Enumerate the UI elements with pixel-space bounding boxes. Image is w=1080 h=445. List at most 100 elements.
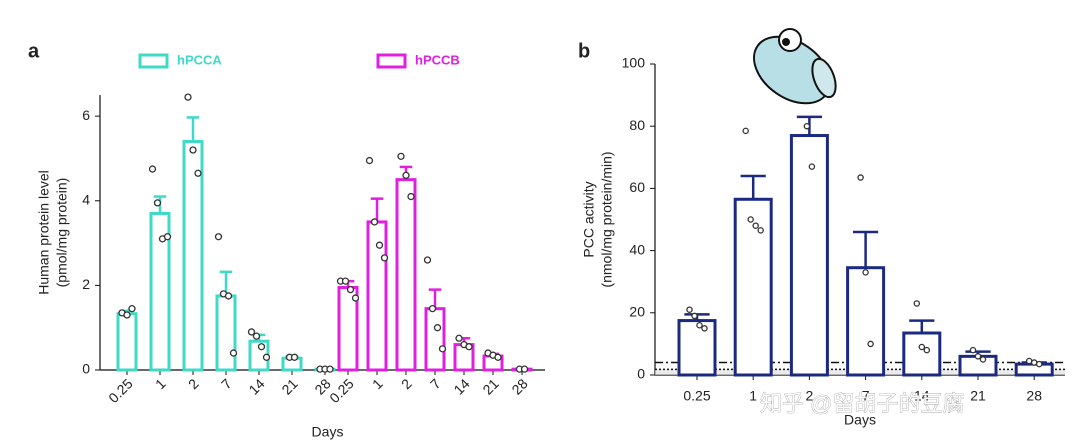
y-tick-label: 60: [629, 179, 645, 195]
bar: [677, 319, 717, 377]
bar: [215, 294, 237, 372]
x-tick-label: 2: [185, 375, 202, 392]
x-tick-label: 1: [749, 388, 757, 404]
legend-label: hPCCA: [177, 52, 222, 67]
data-point: [423, 256, 432, 264]
data-point: [194, 169, 202, 177]
bar: [149, 211, 171, 372]
data-point: [867, 340, 874, 348]
data-point: [247, 328, 256, 336]
x-tick-label: 1: [369, 375, 386, 392]
data-point: [686, 306, 693, 313]
y-tick-label: 40: [629, 241, 645, 257]
data-point: [757, 227, 764, 234]
data-point: [752, 222, 759, 229]
data-point: [341, 277, 350, 285]
x-tick-label: 14: [914, 388, 930, 404]
bar: [902, 331, 942, 377]
bar: [846, 266, 886, 377]
panel-label: a: [28, 40, 40, 62]
data-point: [918, 343, 926, 351]
data-point: [974, 353, 982, 360]
bar: [733, 197, 773, 377]
legend-swatch: [138, 53, 169, 69]
data-point: [214, 233, 223, 241]
data-point: [494, 353, 502, 361]
data-point: [128, 305, 136, 313]
x-tick-label: 21: [479, 375, 501, 397]
data-point: [123, 311, 131, 319]
data-point: [153, 199, 162, 207]
data-point: [380, 254, 389, 262]
data-point: [224, 292, 233, 300]
data-point: [397, 152, 405, 160]
data-point: [290, 353, 299, 361]
panel-label: b: [578, 40, 590, 62]
data-point: [857, 174, 864, 181]
bar: [182, 140, 204, 372]
data-point: [407, 192, 415, 201]
data-point: [1035, 360, 1043, 368]
watermark: 知乎 @留胡子的豆腐: [760, 391, 964, 416]
y-axis-label: (pmol/mg protein): [54, 178, 70, 288]
x-tick-label: 28: [508, 375, 530, 397]
data-point: [742, 127, 749, 135]
y-tick-label: 4: [82, 191, 90, 207]
y-tick-label: 20: [629, 304, 645, 320]
x-tick-label: 0.25: [326, 375, 357, 406]
data-point: [189, 146, 197, 154]
bar: [789, 134, 829, 377]
data-point: [747, 216, 754, 223]
data-point: [465, 343, 473, 351]
data-point: [520, 365, 529, 373]
y-axis-label: Human protein level: [36, 170, 52, 295]
data-point: [346, 285, 355, 294]
data-point: [184, 93, 192, 101]
data-point: [433, 324, 442, 332]
x-tick-label: 14: [450, 375, 472, 397]
x-tick-label: 28: [1026, 388, 1042, 404]
data-point: [438, 345, 447, 353]
data-point: [257, 343, 266, 351]
data-point: [862, 269, 869, 276]
data-point: [808, 163, 816, 170]
x-tick-label: 21: [278, 375, 300, 397]
legend-label: hPCCB: [415, 52, 460, 67]
data-point: [229, 349, 238, 357]
data-point: [351, 294, 360, 302]
x-tick-label: 21: [970, 388, 986, 404]
x-tick-label: 0.25: [683, 388, 710, 404]
bar: [424, 307, 446, 372]
data-point: [326, 365, 334, 373]
x-tick-label: 2: [806, 388, 814, 404]
data-point: [696, 321, 703, 329]
x-tick-label: 0.25: [105, 375, 136, 406]
data-point: [370, 218, 379, 226]
x-tick-label: 7: [218, 375, 235, 392]
data-point: [428, 305, 437, 313]
bar: [116, 312, 138, 372]
y-axis-label: PCC activity: [581, 181, 597, 257]
x-axis-label: Days: [312, 424, 344, 440]
mascot-icon: [753, 28, 837, 105]
data-point: [375, 241, 384, 249]
data-point: [691, 312, 698, 320]
y-tick-label: 100: [622, 55, 646, 71]
x-axis-label: Days: [844, 412, 876, 428]
x-tick-label: 1: [152, 375, 169, 392]
x-tick-label: 7: [427, 375, 444, 392]
x-tick-label: 7: [862, 388, 870, 404]
data-point: [969, 346, 977, 354]
x-tick-label: 2: [398, 375, 415, 392]
data-point: [701, 325, 708, 332]
data-point: [913, 300, 921, 307]
legend-swatch: [376, 53, 407, 69]
data-point: [252, 332, 261, 340]
y-tick-label: 0: [637, 366, 645, 382]
data-point: [163, 233, 172, 241]
data-point: [923, 346, 931, 354]
data-point: [803, 122, 811, 130]
data-point: [979, 356, 987, 363]
y-axis-label: (nmol/mg protein/min): [599, 151, 615, 287]
